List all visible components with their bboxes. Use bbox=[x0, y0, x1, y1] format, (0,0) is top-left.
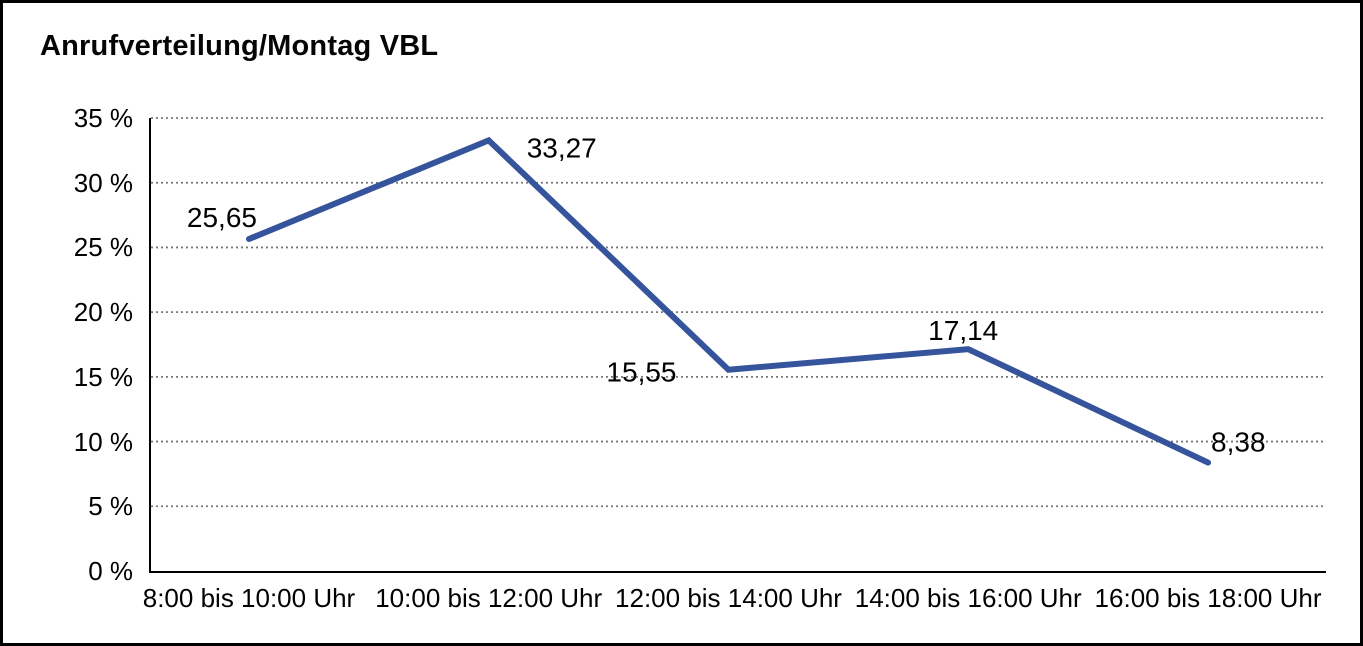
y-tick-label: 5 % bbox=[88, 491, 133, 522]
x-axis-label: 14:00 bis 16:00 Uhr bbox=[854, 583, 1082, 613]
data-point-label: 8,38 bbox=[1211, 427, 1266, 458]
data-point-label: 15,55 bbox=[606, 357, 676, 388]
y-tick-label: 25 % bbox=[73, 232, 133, 263]
y-tick-label: 10 % bbox=[73, 426, 133, 457]
x-axis-label: 16:00 bis 18:00 Uhr bbox=[1094, 583, 1322, 613]
x-axis-label: 12:00 bis 14:00 Uhr bbox=[615, 583, 842, 613]
x-axis-label: 8:00 bis 10:00 Uhr bbox=[142, 583, 356, 613]
data-point-label: 17,14 bbox=[928, 315, 998, 346]
data-line bbox=[245, 136, 1212, 466]
plot-area: 25,65 33,27 15,55 17,14 8,38 bbox=[149, 117, 1326, 573]
x-axis-label: 10:00 bis 12:00 Uhr bbox=[375, 583, 603, 613]
plot-svg: 25,65 33,27 15,55 17,14 8,38 bbox=[151, 117, 1326, 508]
data-point-label: 25,65 bbox=[187, 202, 257, 233]
chart-title: Anrufverteilung/Montag VBL bbox=[40, 30, 439, 62]
y-tick-label: 20 % bbox=[73, 297, 133, 328]
y-tick-label: 35 % bbox=[73, 103, 133, 133]
y-tick-label: 15 % bbox=[73, 361, 133, 392]
y-tick-label: 30 % bbox=[73, 167, 133, 198]
y-tick-label: 0 % bbox=[88, 556, 133, 586]
data-point-label: 33,27 bbox=[527, 132, 597, 163]
